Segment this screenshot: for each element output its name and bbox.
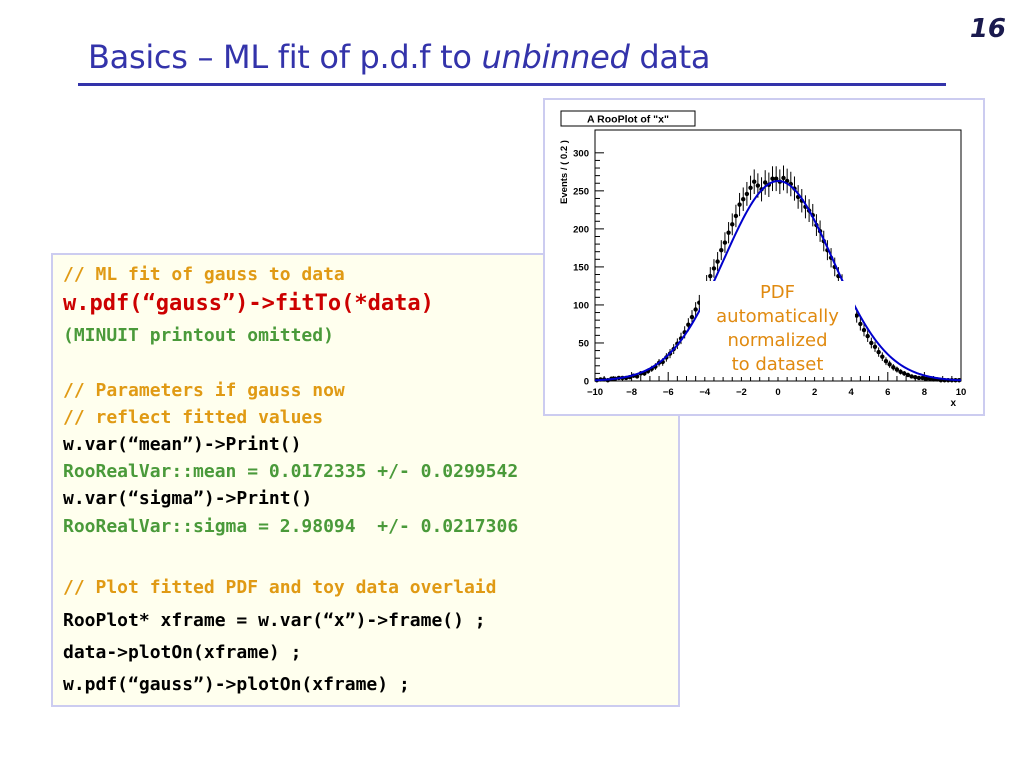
y-tick-label: 100	[573, 300, 589, 311]
data-point	[726, 230, 731, 235]
chart-title-frame	[560, 110, 696, 127]
annotation-box: PDF automatically normalized to dataset	[700, 281, 855, 377]
data-point	[861, 327, 867, 333]
code-line-8: w.var(“sigma”)->Print()	[63, 488, 313, 509]
y-tick-label: 250	[573, 186, 589, 197]
data-point	[920, 375, 925, 381]
data-point	[916, 375, 922, 381]
data-point	[887, 362, 892, 367]
code-line-3: (MINUIT printout omitted)	[63, 325, 334, 346]
data-point	[708, 273, 713, 279]
title-prefix: Basics – ML fit of p.d.f to	[88, 38, 482, 76]
y-tick-label: 300	[573, 148, 589, 159]
chart-title: A RooPlot of "x"	[587, 114, 669, 126]
x-tick-label: 2	[812, 387, 817, 398]
title-italic: unbinned	[481, 38, 630, 76]
data-point	[686, 322, 691, 327]
code-line-10: // Plot fitted PDF and toy data overlaid	[63, 577, 497, 598]
x-tick-label: 6	[885, 387, 890, 398]
x-tick-label: −2	[736, 387, 747, 398]
data-point	[902, 371, 907, 376]
data-point	[744, 191, 750, 197]
page-number: 16	[969, 14, 1006, 44]
y-tick-label: 0	[584, 377, 589, 388]
data-point	[773, 176, 779, 181]
data-point	[752, 179, 757, 184]
x-tick-label: −8	[626, 387, 637, 398]
code-line-1: // ML fit of gauss to data	[63, 264, 345, 285]
x-tick-label: 0	[775, 387, 780, 398]
code-line-4: // Parameters if gauss now	[63, 380, 345, 401]
data-point	[715, 259, 720, 264]
data-point	[909, 374, 914, 379]
data-point	[858, 321, 863, 327]
data-point	[876, 349, 881, 355]
chart-title-box: A RooPlot of "x"	[560, 110, 696, 127]
data-point	[865, 333, 870, 339]
data-point	[741, 197, 746, 202]
x-axis-label: x	[950, 398, 956, 409]
data-point	[689, 314, 695, 320]
code-line-12: data->plotOn(xframe) ;	[63, 642, 302, 663]
annotation-line-3: normalized	[727, 330, 828, 351]
y-tick-label: 200	[573, 224, 589, 235]
slide-title: Basics – ML fit of p.d.f to unbinned dat…	[88, 38, 711, 76]
data-point	[770, 176, 775, 181]
data-point	[693, 307, 698, 312]
y-tick-label: 150	[573, 262, 589, 273]
data-point	[924, 376, 929, 381]
data-point	[722, 240, 728, 245]
code-line-9: RooRealVar::sigma = 2.98094 +/- 0.021730…	[63, 516, 519, 537]
annotation-line-1: PDF	[759, 282, 796, 303]
data-point	[898, 369, 903, 375]
data-point	[755, 183, 761, 188]
data-point	[737, 202, 742, 207]
code-line-11: RooPlot* xframe = w.var(“x”)->frame() ;	[63, 610, 486, 631]
code-line-7: RooRealVar::mean = 0.0172335 +/- 0.02995…	[63, 461, 519, 482]
data-point	[730, 222, 735, 227]
x-tick-label: −10	[587, 387, 603, 398]
data-point	[711, 266, 717, 271]
x-tick-label: 10	[956, 387, 967, 398]
x-tick-label: −6	[663, 387, 674, 398]
data-point	[891, 365, 896, 370]
data-point	[781, 175, 786, 181]
annotation-line-4: to dataset	[731, 354, 824, 375]
data-point	[872, 344, 878, 349]
code-line-6: w.var(“mean”)->Print()	[63, 434, 302, 455]
code-line-5: // reflect fitted values	[63, 407, 324, 428]
data-point	[854, 313, 859, 318]
data-point	[905, 372, 911, 378]
title-underline	[78, 83, 946, 86]
data-point	[733, 213, 739, 219]
x-tick-label: 8	[922, 387, 927, 398]
data-point	[883, 359, 889, 364]
y-axis-label: Events / ( 0.2 )	[559, 140, 570, 204]
fit-curve	[594, 179, 962, 382]
data-point	[748, 185, 753, 191]
code-line-2: w.pdf(“gauss”)->fitTo(*data)	[63, 291, 434, 316]
y-tick-label: 50	[578, 338, 589, 349]
annotation-line-2: automatically	[716, 306, 839, 327]
data-point	[894, 367, 900, 372]
code-line-13: w.pdf(“gauss”)->plotOn(xframe) ;	[63, 674, 410, 695]
x-tick-label: −4	[699, 387, 711, 398]
data-point	[913, 374, 918, 380]
title-suffix: data	[629, 38, 711, 76]
data-point	[762, 180, 768, 185]
data-point	[869, 340, 874, 346]
data-point	[880, 354, 885, 359]
x-tick-label: 4	[849, 387, 855, 398]
data-point	[719, 247, 724, 253]
